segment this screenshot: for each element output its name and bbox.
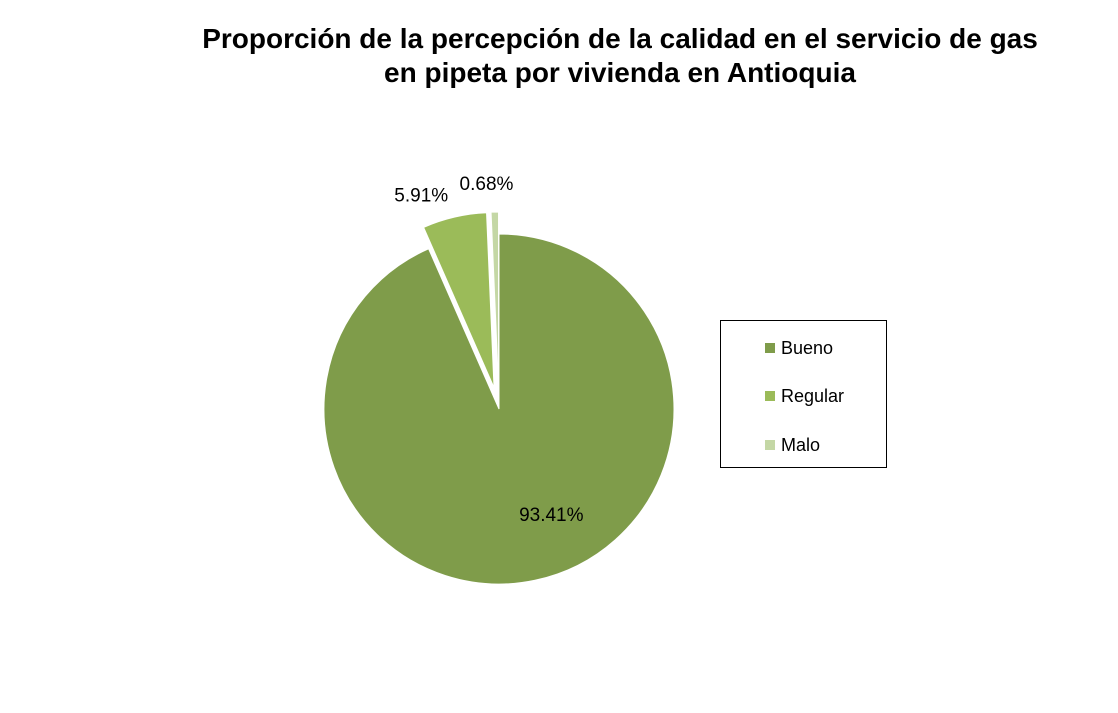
pie-slice-regular: [422, 212, 495, 388]
data-label-bueno: 93.41%: [519, 505, 584, 526]
legend-label-regular: Regular: [781, 385, 845, 406]
chart-legend: Bueno Regular Malo: [720, 320, 887, 468]
pie-slice-bueno: [323, 233, 675, 585]
data-label-malo: 0.68%: [460, 174, 514, 195]
legend-label-malo: Malo: [781, 434, 821, 455]
pie-slice-malo: [490, 211, 500, 388]
legend-item-regular: Regular: [765, 385, 844, 407]
chart-title-line-2: en pipeta por vivienda en Antioquia: [384, 57, 856, 88]
legend-swatch-bueno: [765, 343, 775, 353]
legend-swatch-malo: [765, 440, 775, 450]
data-label-regular: 5.91%: [394, 185, 448, 206]
legend-item-malo: Malo: [765, 434, 820, 456]
chart-title-line-1: Proporción de la percepción de la calida…: [202, 23, 1038, 54]
chart-title: Proporción de la percepción de la calida…: [150, 22, 1090, 90]
legend-swatch-regular: [765, 391, 775, 401]
legend-label-bueno: Bueno: [781, 337, 834, 358]
legend-item-bueno: Bueno: [765, 337, 833, 359]
